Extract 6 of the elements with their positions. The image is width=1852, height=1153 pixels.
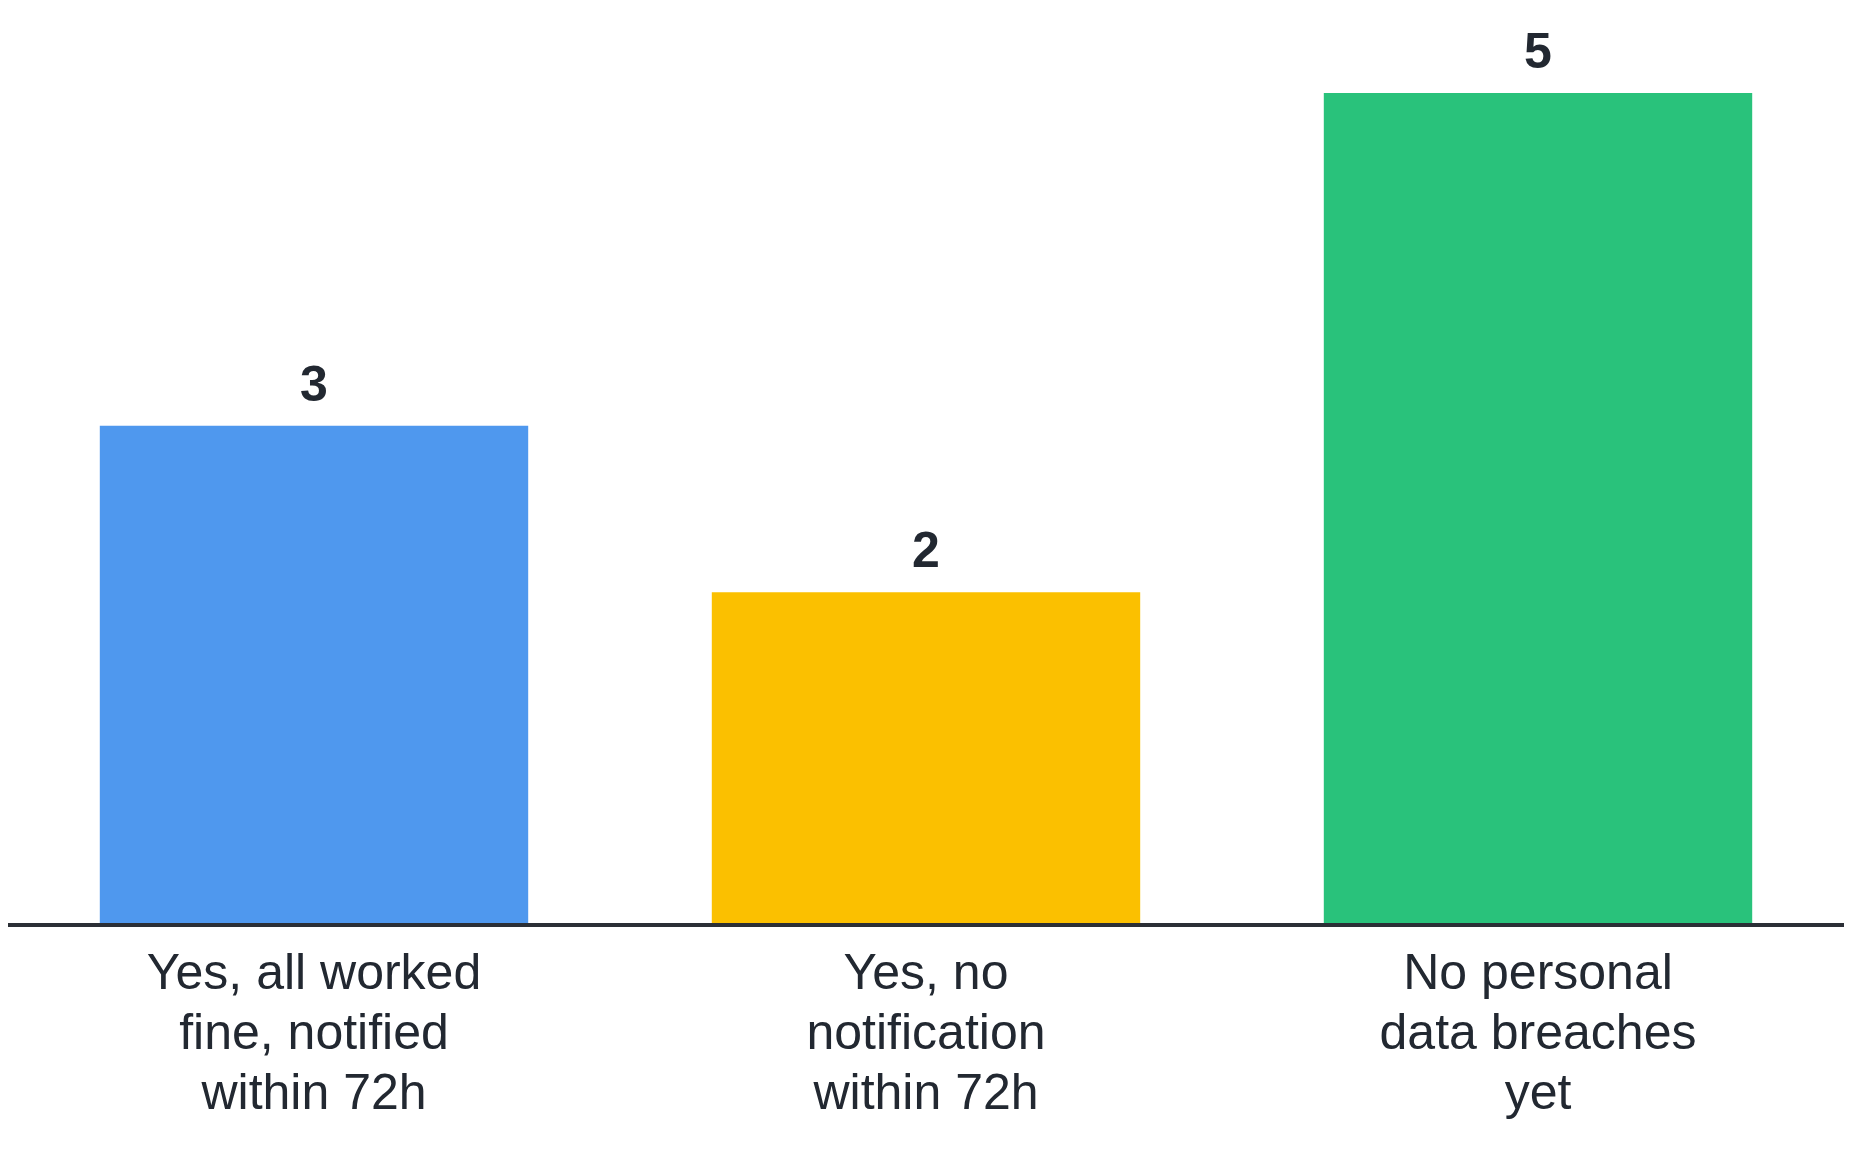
x-tick-label: No personal data breaches yet (1379, 943, 1697, 1120)
data-label: 2 (912, 521, 940, 578)
data-label: 5 (1524, 22, 1552, 79)
x-tick-label: Yes, all worked fine, notified within 72h (146, 943, 482, 1120)
x-tick-label: Yes, no notification within 72h (806, 943, 1046, 1120)
data-label: 3 (300, 355, 328, 412)
